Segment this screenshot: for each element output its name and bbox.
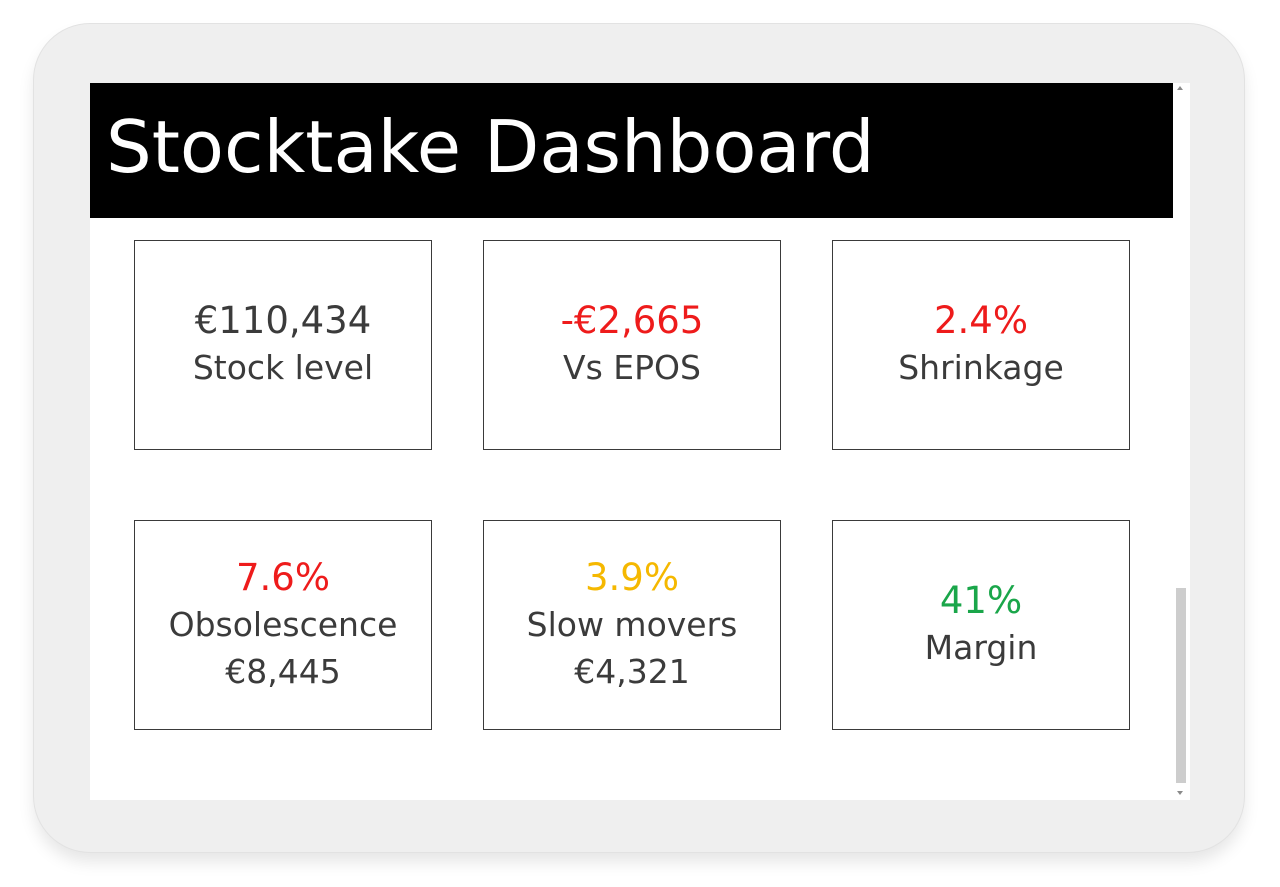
kpi-card-shrinkage: 2.4% Shrinkage (832, 240, 1130, 450)
kpi-label: Slow movers (526, 605, 738, 644)
kpi-card-slow-movers: 3.9% Slow movers €4,321 (483, 520, 781, 730)
scrollbar-thumb[interactable] (1176, 588, 1186, 783)
kpi-label: Obsolescence (168, 605, 398, 644)
kpi-label: Vs EPOS (563, 348, 701, 387)
dashboard-screen: Stocktake Dashboard €110,434 Stock level… (90, 83, 1190, 800)
kpi-card-stock-level: €110,434 Stock level (134, 240, 432, 450)
vertical-scrollbar[interactable] (1173, 83, 1190, 800)
kpi-value: 41% (939, 579, 1023, 622)
kpi-card-vs-epos: -€2,665 Vs EPOS (483, 240, 781, 450)
kpi-card-margin: 41% Margin (832, 520, 1130, 730)
kpi-label: Stock level (192, 348, 374, 387)
kpi-amount: €4,321 (574, 652, 690, 691)
page-title: Stocktake Dashboard (106, 105, 875, 189)
scroll-down-arrow-icon[interactable] (1177, 791, 1183, 795)
scroll-up-arrow-icon[interactable] (1177, 86, 1183, 90)
kpi-label: Margin (924, 628, 1038, 667)
kpi-label: Shrinkage (898, 348, 1064, 387)
kpi-value: 3.9% (585, 556, 679, 599)
dashboard-header: Stocktake Dashboard (90, 83, 1173, 218)
kpi-amount: €8,445 (225, 652, 341, 691)
kpi-value: €110,434 (194, 299, 372, 342)
kpi-value: 2.4% (934, 299, 1028, 342)
kpi-card-obsolescence: 7.6% Obsolescence €8,445 (134, 520, 432, 730)
kpi-value: -€2,665 (560, 299, 704, 342)
kpi-value: 7.6% (236, 556, 330, 599)
